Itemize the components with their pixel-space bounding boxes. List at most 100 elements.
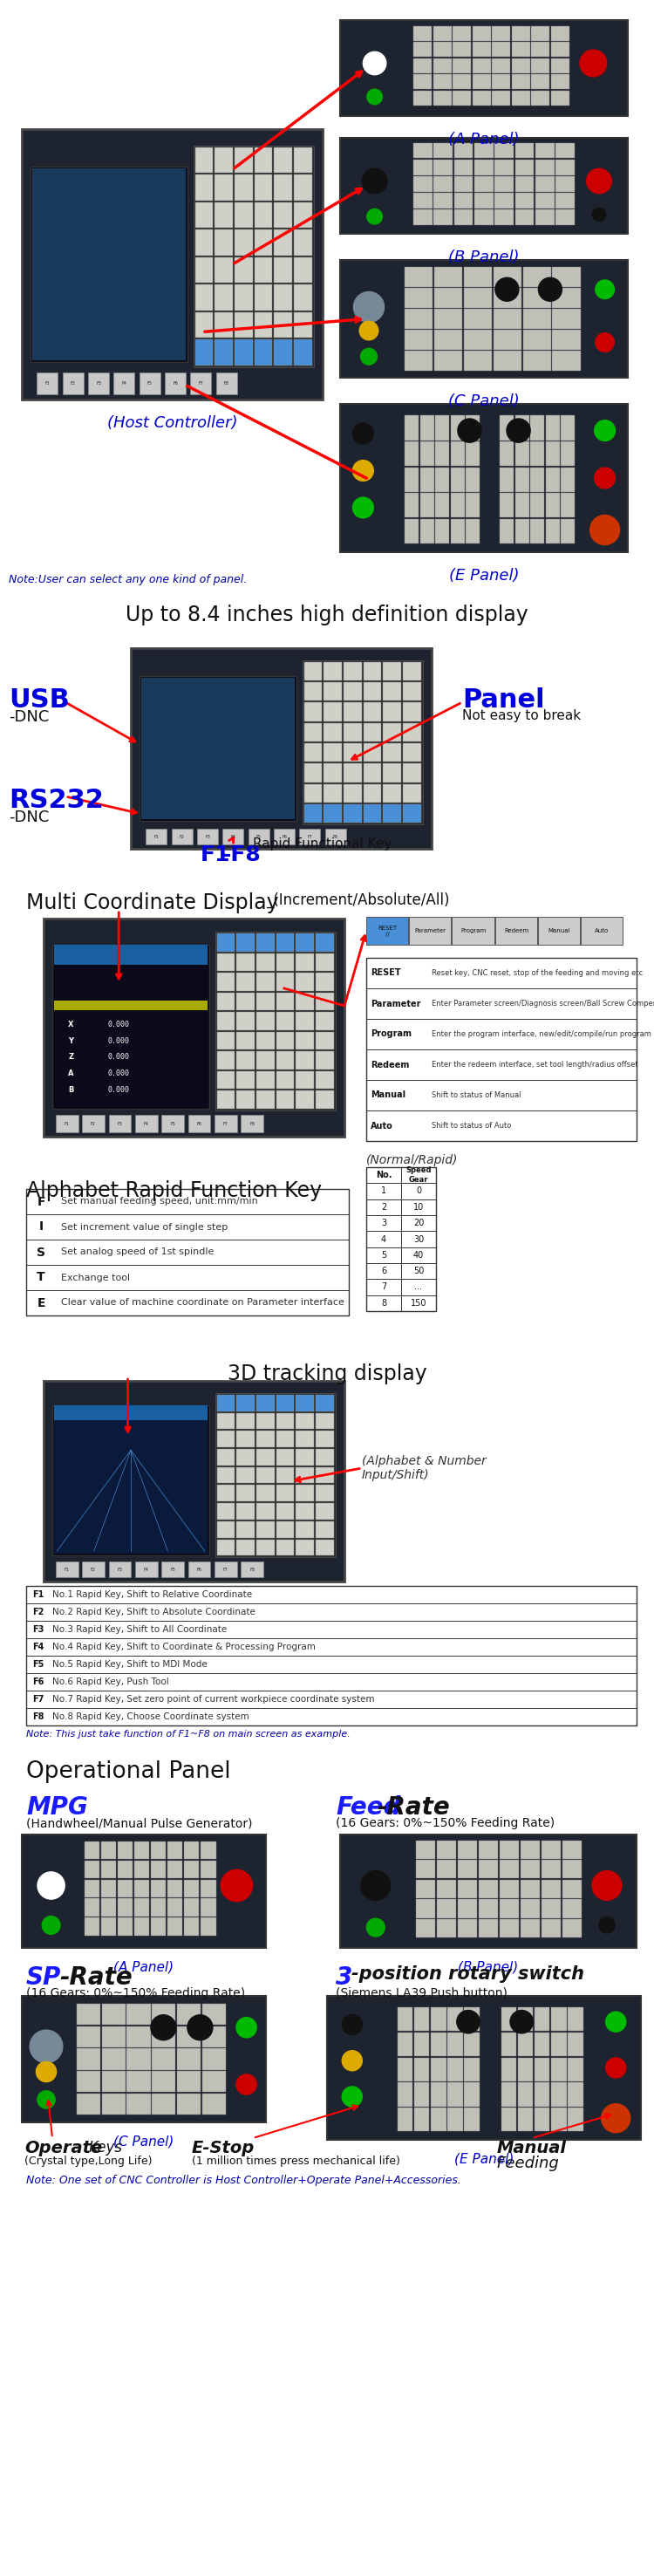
Bar <box>343 703 362 721</box>
Bar <box>296 1540 314 1556</box>
Bar <box>202 2027 226 2048</box>
Bar <box>256 933 275 951</box>
Bar <box>413 160 432 175</box>
Text: F: F <box>37 1195 45 1208</box>
Bar <box>217 1033 235 1048</box>
Circle shape <box>590 515 619 544</box>
Text: F8: F8 <box>333 835 338 840</box>
Bar <box>500 466 513 492</box>
Bar <box>248 829 269 845</box>
Bar <box>492 59 510 72</box>
Bar <box>28 1242 54 1262</box>
Bar <box>150 1860 166 1878</box>
Bar <box>530 466 544 492</box>
Bar <box>201 1880 216 1899</box>
Text: F1: F1 <box>33 1589 44 1600</box>
Text: 2: 2 <box>381 1203 387 1211</box>
Text: A: A <box>68 1069 74 1077</box>
Text: F7: F7 <box>223 1121 228 1126</box>
Bar <box>215 1561 237 1577</box>
Text: 1: 1 <box>381 1188 387 1195</box>
Bar <box>536 175 555 191</box>
Bar <box>538 917 579 945</box>
Text: Exchange tool: Exchange tool <box>61 1273 130 1283</box>
Bar <box>77 2027 101 2048</box>
Bar <box>77 2094 101 2115</box>
Text: Note: One set of CNC Controller is Host Controller+Operate Panel+Accessories.: Note: One set of CNC Controller is Host … <box>26 2174 461 2187</box>
Text: F1: F1 <box>201 845 231 866</box>
Circle shape <box>594 469 615 489</box>
Circle shape <box>580 49 607 77</box>
Bar <box>316 1033 334 1048</box>
Bar <box>237 1051 254 1069</box>
Bar <box>256 992 275 1010</box>
Bar <box>531 75 549 90</box>
Text: (A Panel): (A Panel) <box>114 1960 174 1973</box>
Text: 0.000: 0.000 <box>107 1054 129 1061</box>
Bar <box>256 1412 275 1430</box>
Circle shape <box>595 281 614 299</box>
Bar <box>167 1917 182 1935</box>
Bar <box>403 762 421 783</box>
Bar <box>201 1842 216 1860</box>
Bar <box>44 1381 345 1582</box>
Bar <box>184 1917 199 1935</box>
Bar <box>316 1394 334 1412</box>
Bar <box>466 466 480 492</box>
Bar <box>237 974 254 992</box>
Text: 3: 3 <box>336 1965 353 1989</box>
Bar <box>560 492 575 518</box>
Bar <box>434 350 462 371</box>
Bar <box>237 1486 254 1502</box>
Bar <box>494 144 514 157</box>
Bar <box>521 1839 540 1860</box>
Bar <box>515 144 534 157</box>
Bar <box>216 374 237 394</box>
Bar <box>256 1090 275 1108</box>
Bar <box>296 1090 314 1108</box>
Bar <box>167 1880 182 1899</box>
Circle shape <box>342 2087 362 2107</box>
Bar <box>414 2032 430 2056</box>
Bar <box>340 139 628 234</box>
Bar <box>453 26 471 41</box>
Bar <box>296 1486 314 1502</box>
Text: F4: F4 <box>144 1566 148 1571</box>
Bar <box>77 2048 101 2069</box>
Bar <box>217 1504 235 1520</box>
Bar <box>29 1623 48 1636</box>
Text: Enter Parameter screen/Diagnosis screen/Ball Screw Compensation screen, shift by: Enter Parameter screen/Diagnosis screen/… <box>432 999 654 1007</box>
Bar <box>523 330 551 350</box>
Bar <box>536 209 555 224</box>
Circle shape <box>353 422 373 443</box>
Bar <box>26 1587 636 1726</box>
Text: (A Panel): (A Panel) <box>449 131 519 147</box>
Text: 7: 7 <box>381 1283 387 1291</box>
Bar <box>413 144 432 157</box>
Bar <box>568 2058 583 2081</box>
Text: Multi Coordinate Display: Multi Coordinate Display <box>26 891 279 914</box>
Bar <box>327 1996 641 2141</box>
Bar <box>405 330 433 350</box>
Bar <box>434 209 453 224</box>
Bar <box>511 26 530 41</box>
Bar <box>294 283 312 309</box>
Text: F6: F6 <box>197 1121 201 1126</box>
Bar <box>420 440 434 466</box>
Text: F2: F2 <box>71 381 75 386</box>
Bar <box>276 1466 294 1484</box>
Bar <box>256 1394 275 1412</box>
Text: 50: 50 <box>413 1267 424 1275</box>
Bar <box>420 518 434 544</box>
Bar <box>562 1839 582 1860</box>
Bar <box>324 783 342 804</box>
Bar <box>217 1412 235 1430</box>
Bar <box>237 933 254 951</box>
Bar <box>135 1561 158 1577</box>
Bar <box>165 374 186 394</box>
Bar <box>364 804 381 822</box>
Bar <box>256 1486 275 1502</box>
Text: Not easy to break: Not easy to break <box>462 708 581 721</box>
Bar <box>217 1540 235 1556</box>
Bar <box>478 1860 498 1878</box>
